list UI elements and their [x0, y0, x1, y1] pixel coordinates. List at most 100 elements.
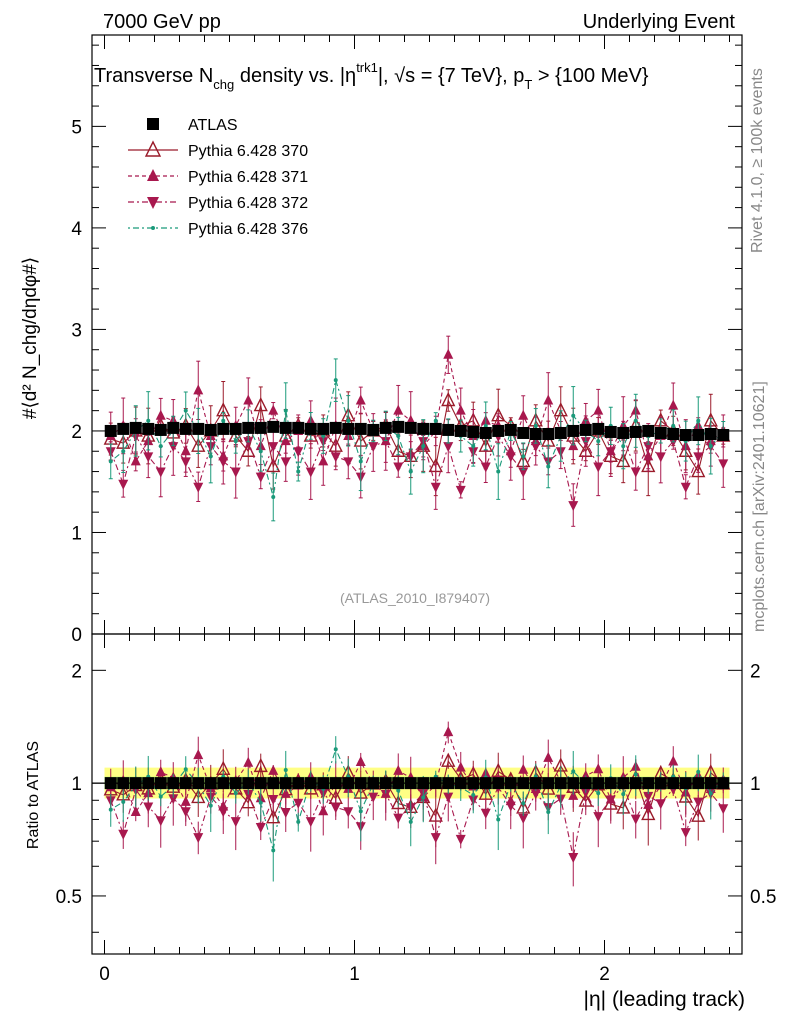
series-4-point	[471, 444, 476, 449]
series-4-point	[633, 418, 638, 423]
series-4-point	[158, 444, 163, 449]
series-4-point	[521, 454, 526, 459]
series-1-point	[691, 462, 706, 478]
series-2-point	[455, 404, 466, 415]
series-4-ratio-point	[471, 793, 476, 798]
series-3-ratio-point	[243, 789, 254, 800]
series-3-ratio-point	[693, 797, 704, 808]
series-3-ratio-point	[193, 833, 204, 844]
ratio-tick-label: 2	[750, 661, 761, 682]
series-3-ratio-point	[268, 795, 279, 806]
series-4-point	[358, 459, 363, 464]
series-4-point	[621, 444, 626, 449]
series-0-point	[579, 423, 592, 436]
series-0-point	[592, 422, 605, 435]
series-3-point	[293, 447, 304, 458]
y-tick-label: 2	[71, 422, 82, 443]
legend-marker	[147, 118, 159, 130]
series-3-point	[255, 472, 266, 483]
legend-marker	[144, 140, 162, 157]
series-4-point	[333, 378, 338, 383]
series-3-point	[443, 442, 454, 453]
y-tick-label: 5	[71, 117, 82, 138]
series-4-ratio-point	[396, 788, 401, 793]
series-0-point	[367, 423, 380, 436]
series-1-ratio-point	[441, 752, 456, 767]
series-1-point	[441, 391, 456, 407]
series-0-point	[417, 422, 430, 435]
series-2-ratio-point	[518, 763, 529, 774]
series-0-point	[704, 427, 717, 440]
series-3-point	[343, 457, 354, 468]
series-2-point	[193, 384, 204, 395]
series-3-ratio-point	[180, 807, 191, 818]
series-0-point	[667, 427, 680, 440]
legend-marker	[151, 226, 155, 230]
series-3-point	[643, 442, 654, 453]
series-4-point	[546, 464, 551, 469]
series-4-ratio-point	[496, 817, 501, 822]
series-1-ratio-point	[266, 809, 281, 824]
series-0-point	[354, 422, 367, 435]
series-3-ratio-point	[443, 792, 454, 803]
series-2-ratio-point	[668, 755, 679, 766]
series-2-point	[593, 404, 604, 415]
series-0-point	[379, 421, 392, 434]
rivet-label: Rivet 4.1.0, ≥ 100k events	[749, 68, 766, 253]
series-3-point	[505, 452, 516, 463]
series-3-point	[280, 457, 291, 468]
legend-marker	[147, 197, 159, 209]
series-0-point	[404, 421, 417, 434]
ratio-tick-label: 0.5	[56, 887, 82, 908]
series-2-point	[280, 435, 291, 446]
series-0-point	[392, 420, 405, 433]
series-0-point	[204, 423, 217, 436]
series-0-point	[254, 421, 267, 434]
series-3-ratio-point	[605, 795, 616, 806]
series-0-point	[329, 421, 342, 434]
series-3-point	[155, 467, 166, 478]
series-3-ratio-point	[218, 807, 229, 818]
series-0-point	[267, 420, 280, 433]
series-4-point	[296, 469, 301, 474]
series-3-point	[118, 479, 129, 490]
series-3-ratio-point	[480, 808, 491, 819]
legend-item: Pythia 6.428 376	[128, 221, 308, 238]
series-4-point	[321, 434, 326, 439]
series-0-point	[517, 426, 530, 439]
series-0-point	[604, 425, 617, 438]
series-3-ratio-point	[255, 823, 266, 834]
series-3-point	[655, 452, 666, 463]
series-4-ratio-point	[621, 792, 626, 797]
series-4-ratio-point	[283, 768, 288, 773]
series-4-point	[258, 449, 263, 454]
series-0-point	[692, 429, 705, 442]
ratio-frame	[91, 633, 743, 955]
series-2-ratio-point	[280, 787, 291, 798]
series-2-point	[130, 455, 141, 466]
series-4-point	[271, 494, 276, 499]
series-2-ratio-point	[155, 766, 166, 777]
series-0-point	[242, 421, 255, 434]
legend-label: Pythia 6.428 372	[188, 195, 308, 212]
series-0-point	[317, 422, 330, 435]
series-4-point	[108, 459, 113, 464]
series-0-point	[454, 424, 467, 437]
series-0-point	[292, 421, 305, 434]
series-4-point	[433, 418, 438, 423]
ratio-tick-label: 2	[71, 661, 82, 682]
series-2-point	[518, 409, 529, 420]
series-0-point	[179, 422, 192, 435]
series-3-ratio-point	[118, 829, 129, 840]
y-tick-label: 1	[71, 523, 82, 544]
series-2-ratio-point	[318, 805, 329, 816]
series-3-ratio-point	[530, 789, 541, 800]
series-3-point	[605, 447, 616, 458]
series-4-ratio-point	[571, 769, 576, 774]
series-4-ratio-point	[296, 819, 301, 824]
series-3-ratio-point	[155, 816, 166, 827]
series-4-ratio-point	[421, 795, 426, 800]
series-2-ratio-point	[130, 806, 141, 817]
series-3-point	[693, 452, 704, 463]
series-0-point	[479, 426, 492, 439]
